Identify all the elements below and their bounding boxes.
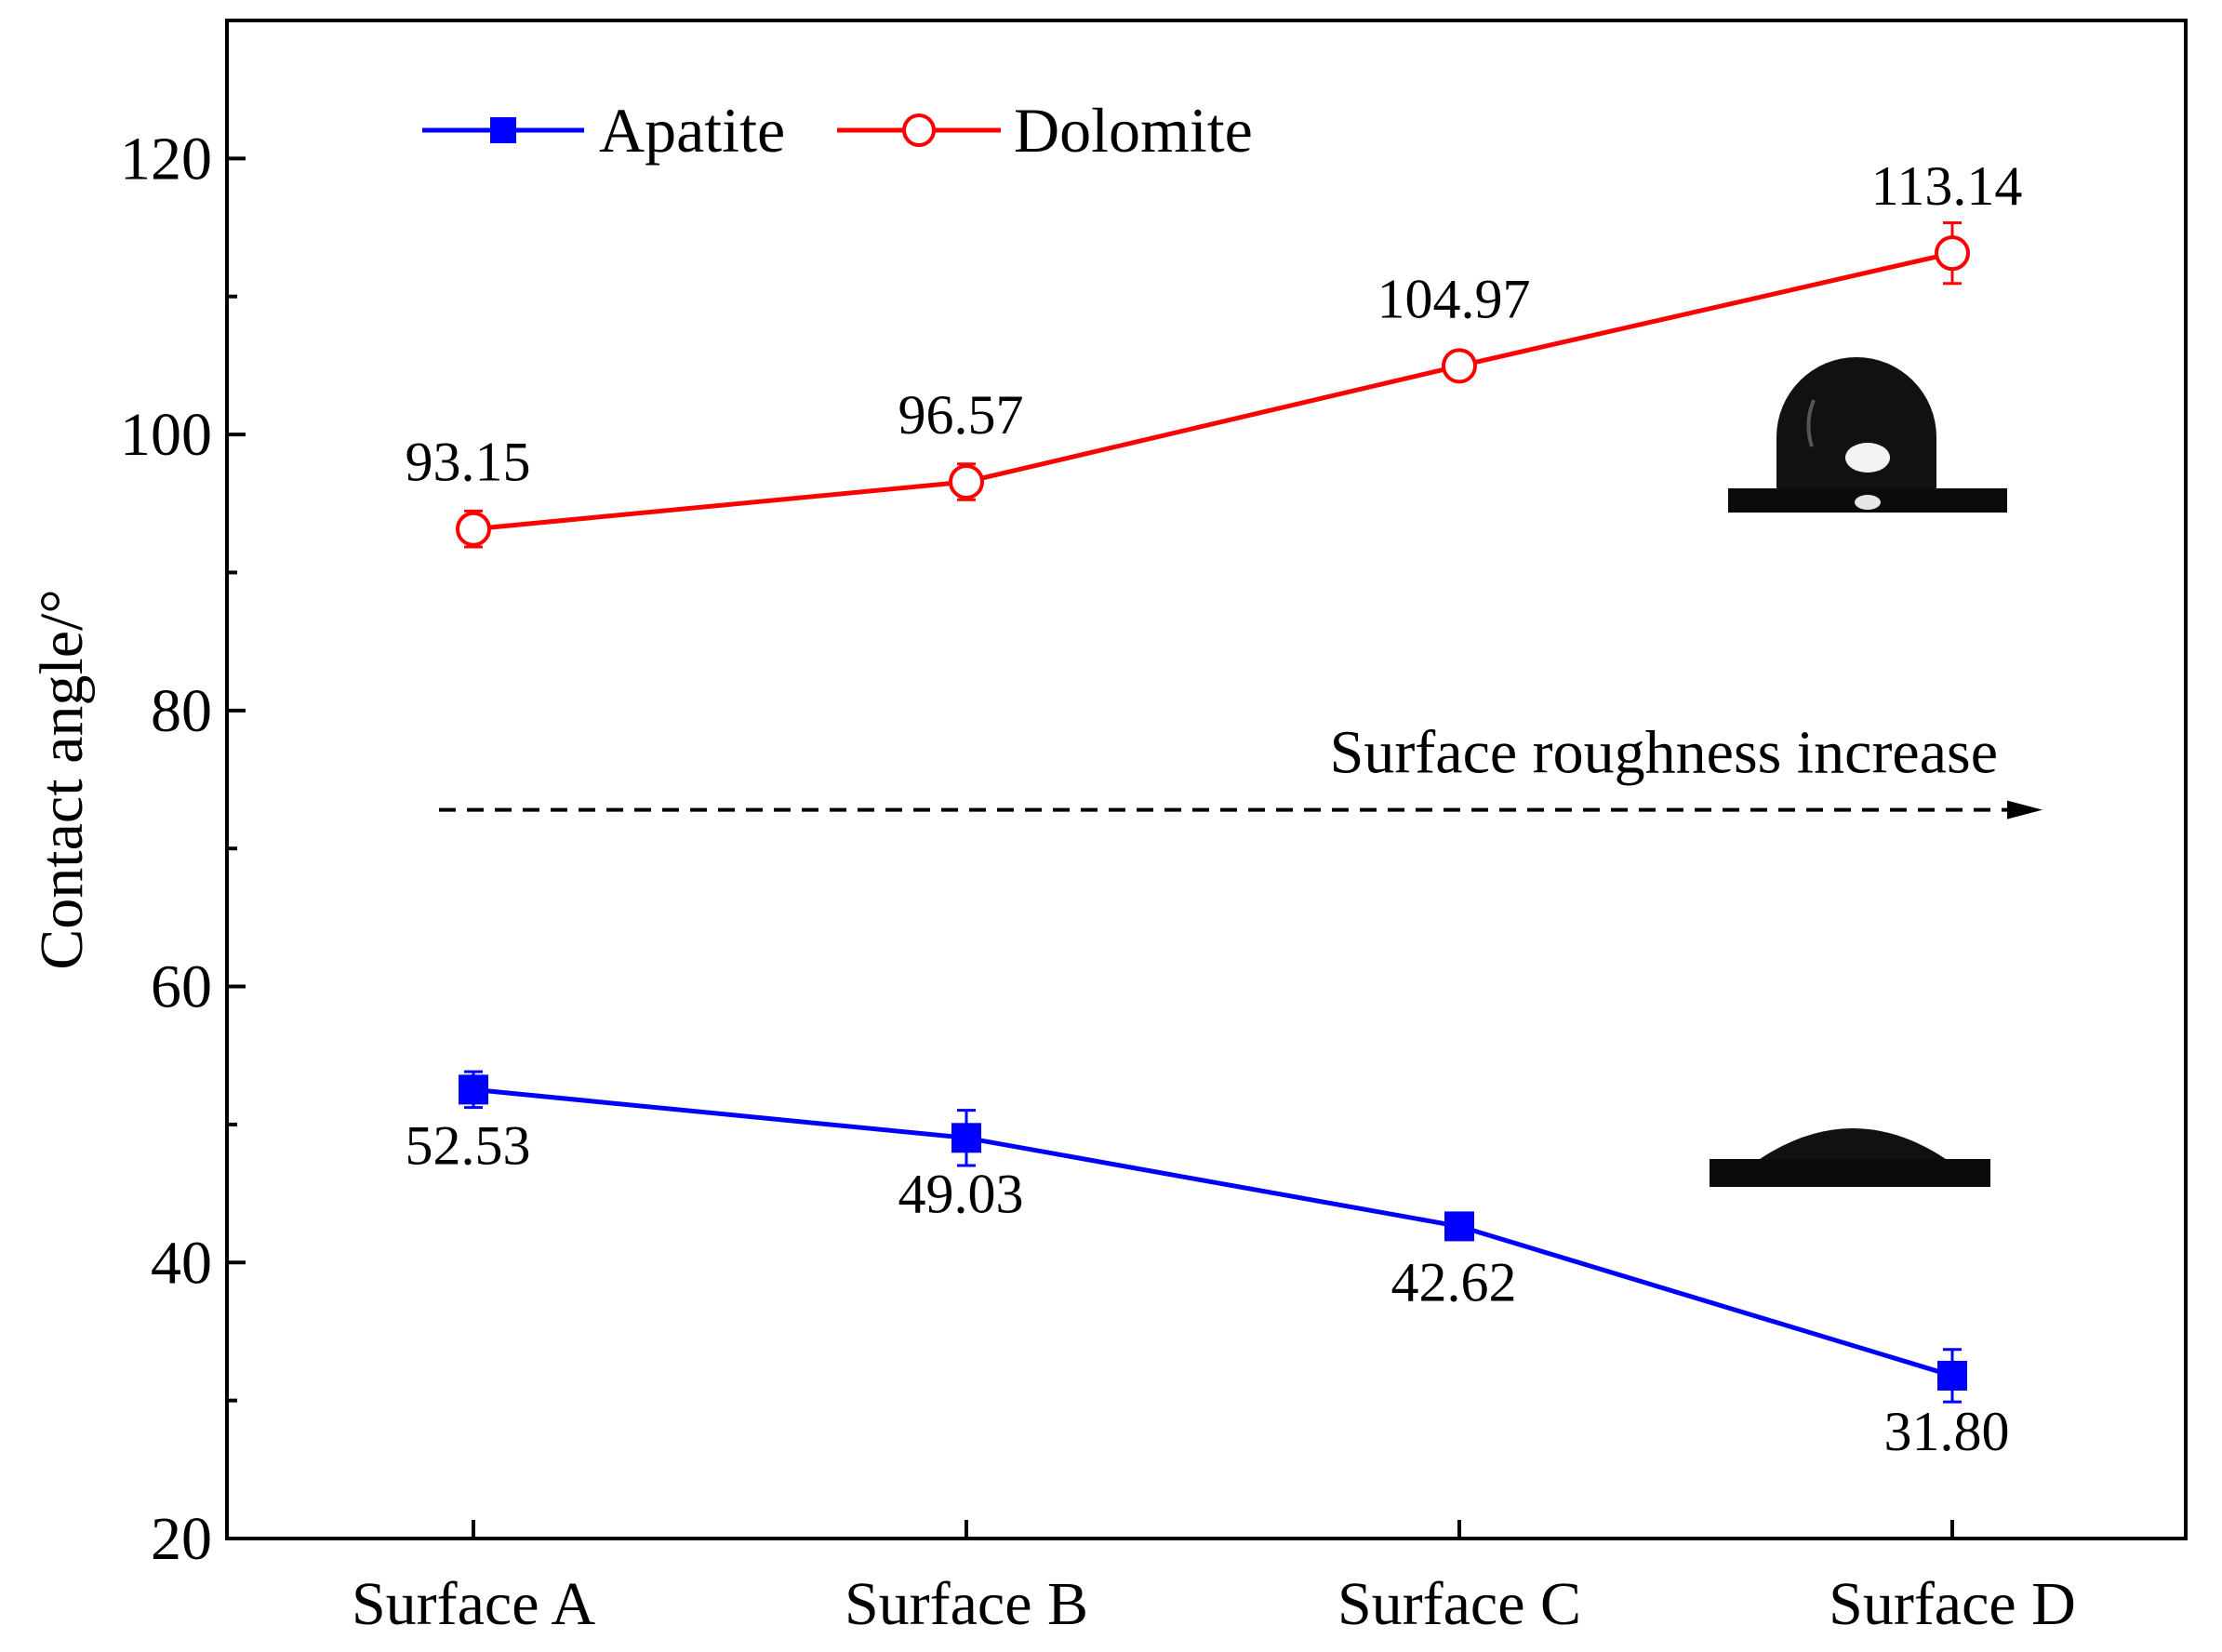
x-tick-label: Surface A [352,1570,595,1638]
data-point [951,1123,981,1153]
x-tick-label: Surface B [845,1570,1088,1638]
data-label: 31.80 [1884,1401,2010,1462]
plot-frame [225,19,2188,1540]
data-label: 93.15 [406,432,531,493]
data-label: 113.14 [1871,155,2023,217]
data-point [949,463,984,500]
legend-apatite-marker [490,117,516,143]
x-tick-label: Surface C [1337,1570,1581,1638]
y-tick-label: 120 [120,125,212,193]
data-label: 52.53 [406,1114,531,1176]
roughness-annotation: Surface roughness increase [439,719,2042,819]
roughness-arrow-head [2007,800,2042,819]
y-tick-label: 40 [151,1229,212,1297]
y-tick-label: 20 [151,1505,212,1573]
data-point [456,511,491,547]
droplet-low-contact-angle [1710,1128,1990,1187]
x-axis: Surface A Surface B Surface C Surface D [352,1520,2076,1638]
series-layer: 52.53 49.03 42.62 31.80 93.15 96.57 104.97 113.… [406,155,2023,1462]
y-axis-title: Contact angle/° [28,589,96,969]
data-label: 49.03 [898,1163,1024,1224]
data-point [1937,1360,1967,1391]
y-tick-label: 60 [151,953,212,1021]
legend-dolomite-marker [902,113,936,147]
data-point [1444,1211,1474,1242]
legend: Apatite Dolomite [422,95,1253,166]
data-point [1935,235,1970,272]
series-line [472,1086,1953,1379]
y-tick-label: 80 [151,677,212,745]
y-axis: 20 40 60 80 100 120 [120,125,246,1573]
roughness-annotation-text: Surface roughness increase [1330,719,1998,787]
series-apatite: 52.53 49.03 42.62 31.80 [406,1070,2010,1462]
data-label: 104.97 [1377,268,1531,329]
data-label: 42.62 [1391,1251,1517,1312]
data-point [459,1074,488,1105]
series-dolomite: 93.15 96.57 104.97 113.14 [406,155,2023,549]
legend-apatite-label: Apatite [599,95,785,166]
data-point [1442,348,1477,384]
y-tick-label: 100 [120,401,212,469]
legend-dolomite-label: Dolomite [1014,95,1253,166]
data-label: 96.57 [898,384,1024,446]
droplet-high-contact-angle [1728,357,2007,513]
series-line [472,250,1953,532]
x-tick-label: Surface D [1829,1570,2076,1638]
